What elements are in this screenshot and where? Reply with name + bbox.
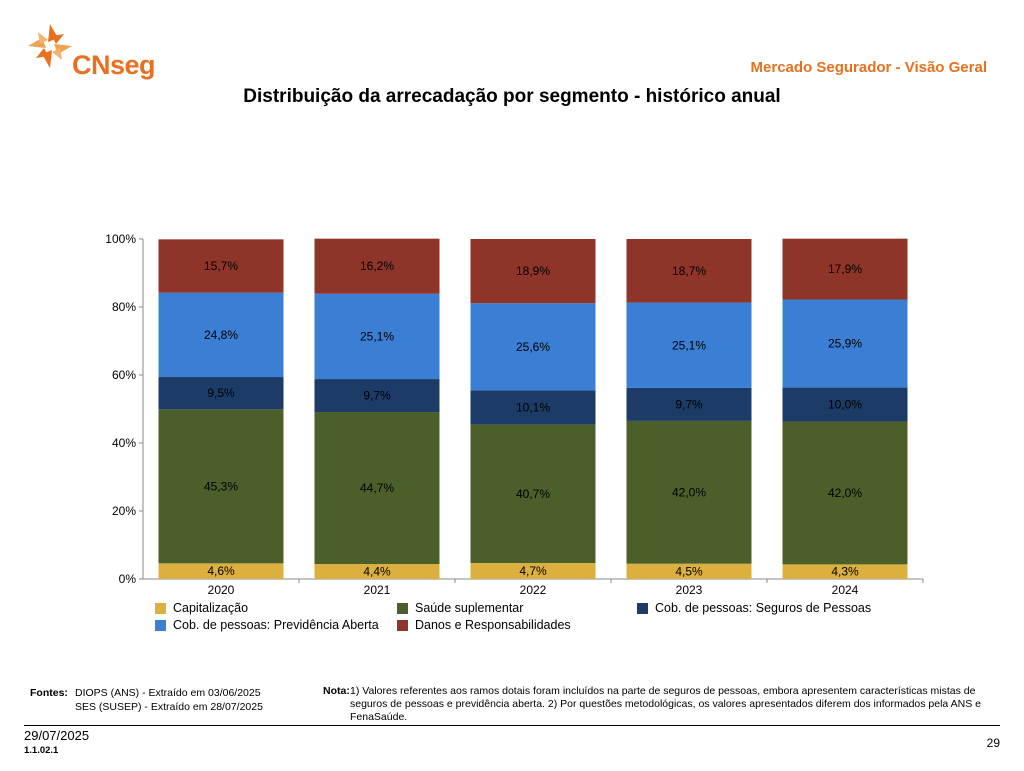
legend-swatch [155,619,166,631]
bar-segment [470,239,596,304]
data-label: 10,1% [516,400,550,414]
cnseg-logo-icon [28,24,72,68]
bar-segment [158,377,284,410]
bar-segment [626,387,752,421]
legend-swatch [155,602,166,614]
x-tick-label: 2021 [364,583,391,597]
data-label: 45,3% [204,479,238,493]
legend-item-seguros-pessoas: Cob. de pessoas: Seguros de Pessoas [637,601,871,615]
legend-label: Danos e Responsabilidades [415,618,571,632]
legend-item-capitalizacao: Capitalização [155,601,248,615]
bar-segment [470,303,596,391]
data-label: 15,7% [204,259,238,273]
data-label: 4,3% [831,565,859,579]
y-tick-label: 100% [105,232,136,246]
y-tick-label: 80% [112,300,136,314]
bar-segment [782,387,908,422]
data-label: 25,1% [672,338,706,352]
bar-segment [782,238,908,300]
bar-segment [314,379,440,413]
footer-divider [24,725,1000,726]
data-label: 17,9% [828,262,862,276]
data-label: 4,7% [519,564,547,578]
x-tick-label: 2022 [520,583,547,597]
bar-segment [626,563,752,579]
bar-segment [782,564,908,579]
x-tick-label: 2024 [832,583,859,597]
bar-segment [470,390,596,425]
bar-segment [158,239,284,293]
legend-label: Saúde suplementar [415,601,524,615]
legend-item-danos: Danos e Responsabilidades [397,618,571,632]
data-label: 44,7% [360,481,394,495]
legend-item-saude: Saúde suplementar [397,601,523,615]
stacked-bar-chart: 0% 20% 40% 60% 80% 100% 4,6% 45,3% 9,5% 24,8% 15,7… [105,232,924,597]
bar-segment [470,563,596,579]
data-label: 9,5% [207,386,235,400]
data-label: 4,4% [363,565,391,579]
data-label: 18,7% [672,264,706,278]
bar-segment [470,424,596,564]
section-title: Mercado Segurador - Visão Geral [750,59,987,76]
legend-swatch [397,619,408,631]
bar-segment [314,412,440,565]
data-label: 24,8% [204,328,238,342]
legend-label: Cob. de pessoas: Seguros de Pessoas [655,601,872,615]
data-label: 9,7% [675,397,703,411]
logo-text: CNseg [72,50,156,80]
x-tick-label: 2020 [208,583,235,597]
data-label: 9,7% [363,389,391,403]
data-label: 42,0% [828,486,862,500]
y-tick-label: 60% [112,368,136,382]
y-tick-label: 20% [112,504,136,518]
note-block: Nota: 1) Valores referentes aos ramos do… [323,685,995,723]
legend-swatch [397,602,408,614]
legend-label: Capitalização [173,601,249,615]
data-label: 4,6% [207,564,235,578]
bar-segment [782,421,908,565]
x-tick-label: 2023 [676,583,703,597]
bar-segment [158,409,284,564]
source-line: DIOPS (ANS) - Extraído em 03/06/2025 [75,687,261,699]
bar-segment [782,299,908,388]
bar-segment [626,420,752,564]
data-label: 25,6% [516,340,550,354]
note-text: 1) Valores referentes aos ramos dotais f… [350,685,981,723]
data-label: 25,9% [828,337,862,351]
bar-segment [158,292,284,378]
data-label: 18,9% [516,264,550,278]
data-label: 40,7% [516,487,550,501]
data-label: 16,2% [360,259,394,273]
data-label: 25,1% [360,329,394,343]
data-label: 42,0% [672,485,706,499]
bar-segment [314,564,440,579]
bar-segment [626,302,752,388]
chart-title: Distribuição da arrecadação por segmento… [243,86,781,107]
footer-version: 1.1.02.1 [24,745,59,756]
bar-segment [314,293,440,380]
note-label: Nota: [323,685,350,697]
footer-date: 29/07/2025 [24,728,90,743]
bar-segment [158,563,284,579]
data-label: 10,0% [828,398,862,412]
y-tick-label: 40% [112,436,136,450]
y-tick-label: 0% [119,572,137,586]
bar-segment [314,238,440,294]
source-line: SES (SUSEP) - Extraído em 28/07/2025 [75,701,263,713]
legend-swatch [637,602,648,614]
bar-segment [626,239,752,303]
legend-label: Cob. de pessoas: Previdência Aberta [173,618,379,632]
data-label: 4,5% [675,564,703,578]
sources-label: Fontes: [30,687,68,699]
page-number: 29 [986,736,1000,750]
legend-item-previdencia: Cob. de pessoas: Previdência Aberta [155,618,379,632]
